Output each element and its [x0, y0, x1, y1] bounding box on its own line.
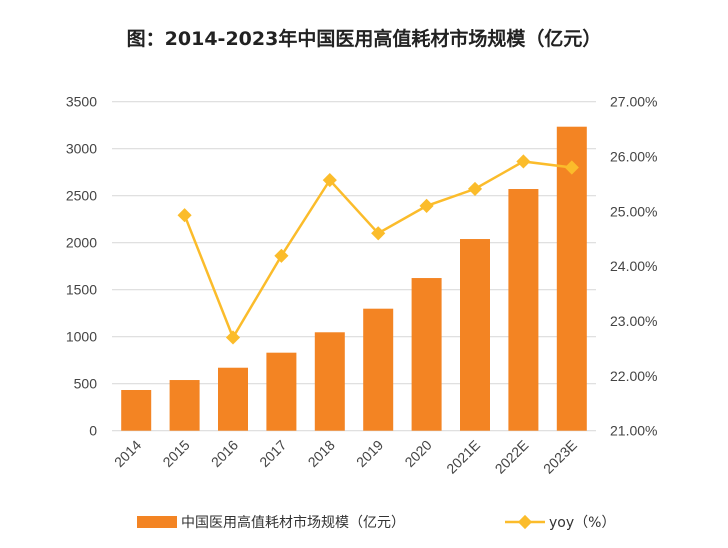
legend-bar-label: 中国医用高值耗材市场规模（亿元） [181, 514, 405, 531]
left-axis-tick: 2500 [66, 188, 97, 204]
x-axis-tick: 2014 [111, 437, 144, 470]
yoy-point [274, 248, 289, 263]
left-axis-tick: 1000 [66, 329, 97, 345]
x-axis-tick: 2016 [208, 437, 241, 470]
right-axis-tick: 25.00% [610, 203, 657, 219]
left-axis-tick: 0 [89, 423, 97, 439]
bar [460, 239, 490, 431]
x-axis-tick: 2022E [492, 437, 532, 477]
x-axis-tick: 2019 [353, 437, 386, 470]
right-axis-tick: 23.00% [610, 313, 657, 329]
bar [508, 189, 539, 431]
left-axis-tick: 1500 [66, 282, 97, 298]
bar [411, 278, 442, 431]
bar [266, 352, 297, 431]
bar [169, 380, 200, 431]
left-axis-tick: 3500 [66, 94, 97, 110]
right-axis-tick: 27.00% [610, 94, 657, 110]
yoy-point [516, 154, 531, 169]
x-axis-tick: 2018 [305, 437, 338, 470]
x-axis-tick: 2015 [159, 437, 192, 470]
x-axis-tick: 2023E [540, 437, 580, 477]
right-axis-tick: 21.00% [610, 423, 657, 439]
yoy-point [225, 330, 241, 345]
x-axis-tick: 2021E [443, 437, 483, 477]
left-axis-tick: 3000 [66, 141, 97, 157]
right-axis-tick: 26.00% [610, 149, 657, 165]
legend-line-label: yoy（%） [549, 515, 615, 531]
chart-title: 图：2014-2023年中国医用高值耗材市场规模（亿元） [126, 28, 602, 50]
x-axis-tick: 2017 [256, 437, 289, 470]
left-axis-tick: 2000 [66, 235, 97, 251]
x-axis-tick: 2020 [401, 437, 434, 470]
right-axis-tick: 22.00% [610, 368, 657, 384]
yoy-point [322, 173, 337, 188]
yoy-point [564, 160, 579, 175]
left-axis-tick: 500 [74, 376, 98, 392]
yoy-point [371, 226, 386, 241]
yoy-point [467, 181, 483, 196]
right-axis-tick: 24.00% [610, 258, 657, 274]
yoy-point [177, 208, 192, 223]
bar [556, 126, 587, 431]
bar [218, 367, 248, 431]
bar [363, 308, 394, 431]
yoy-point [419, 198, 434, 213]
bar [121, 389, 152, 431]
legend-line-marker [517, 514, 533, 530]
legend-bar-swatch [137, 516, 177, 528]
bar [314, 332, 345, 431]
